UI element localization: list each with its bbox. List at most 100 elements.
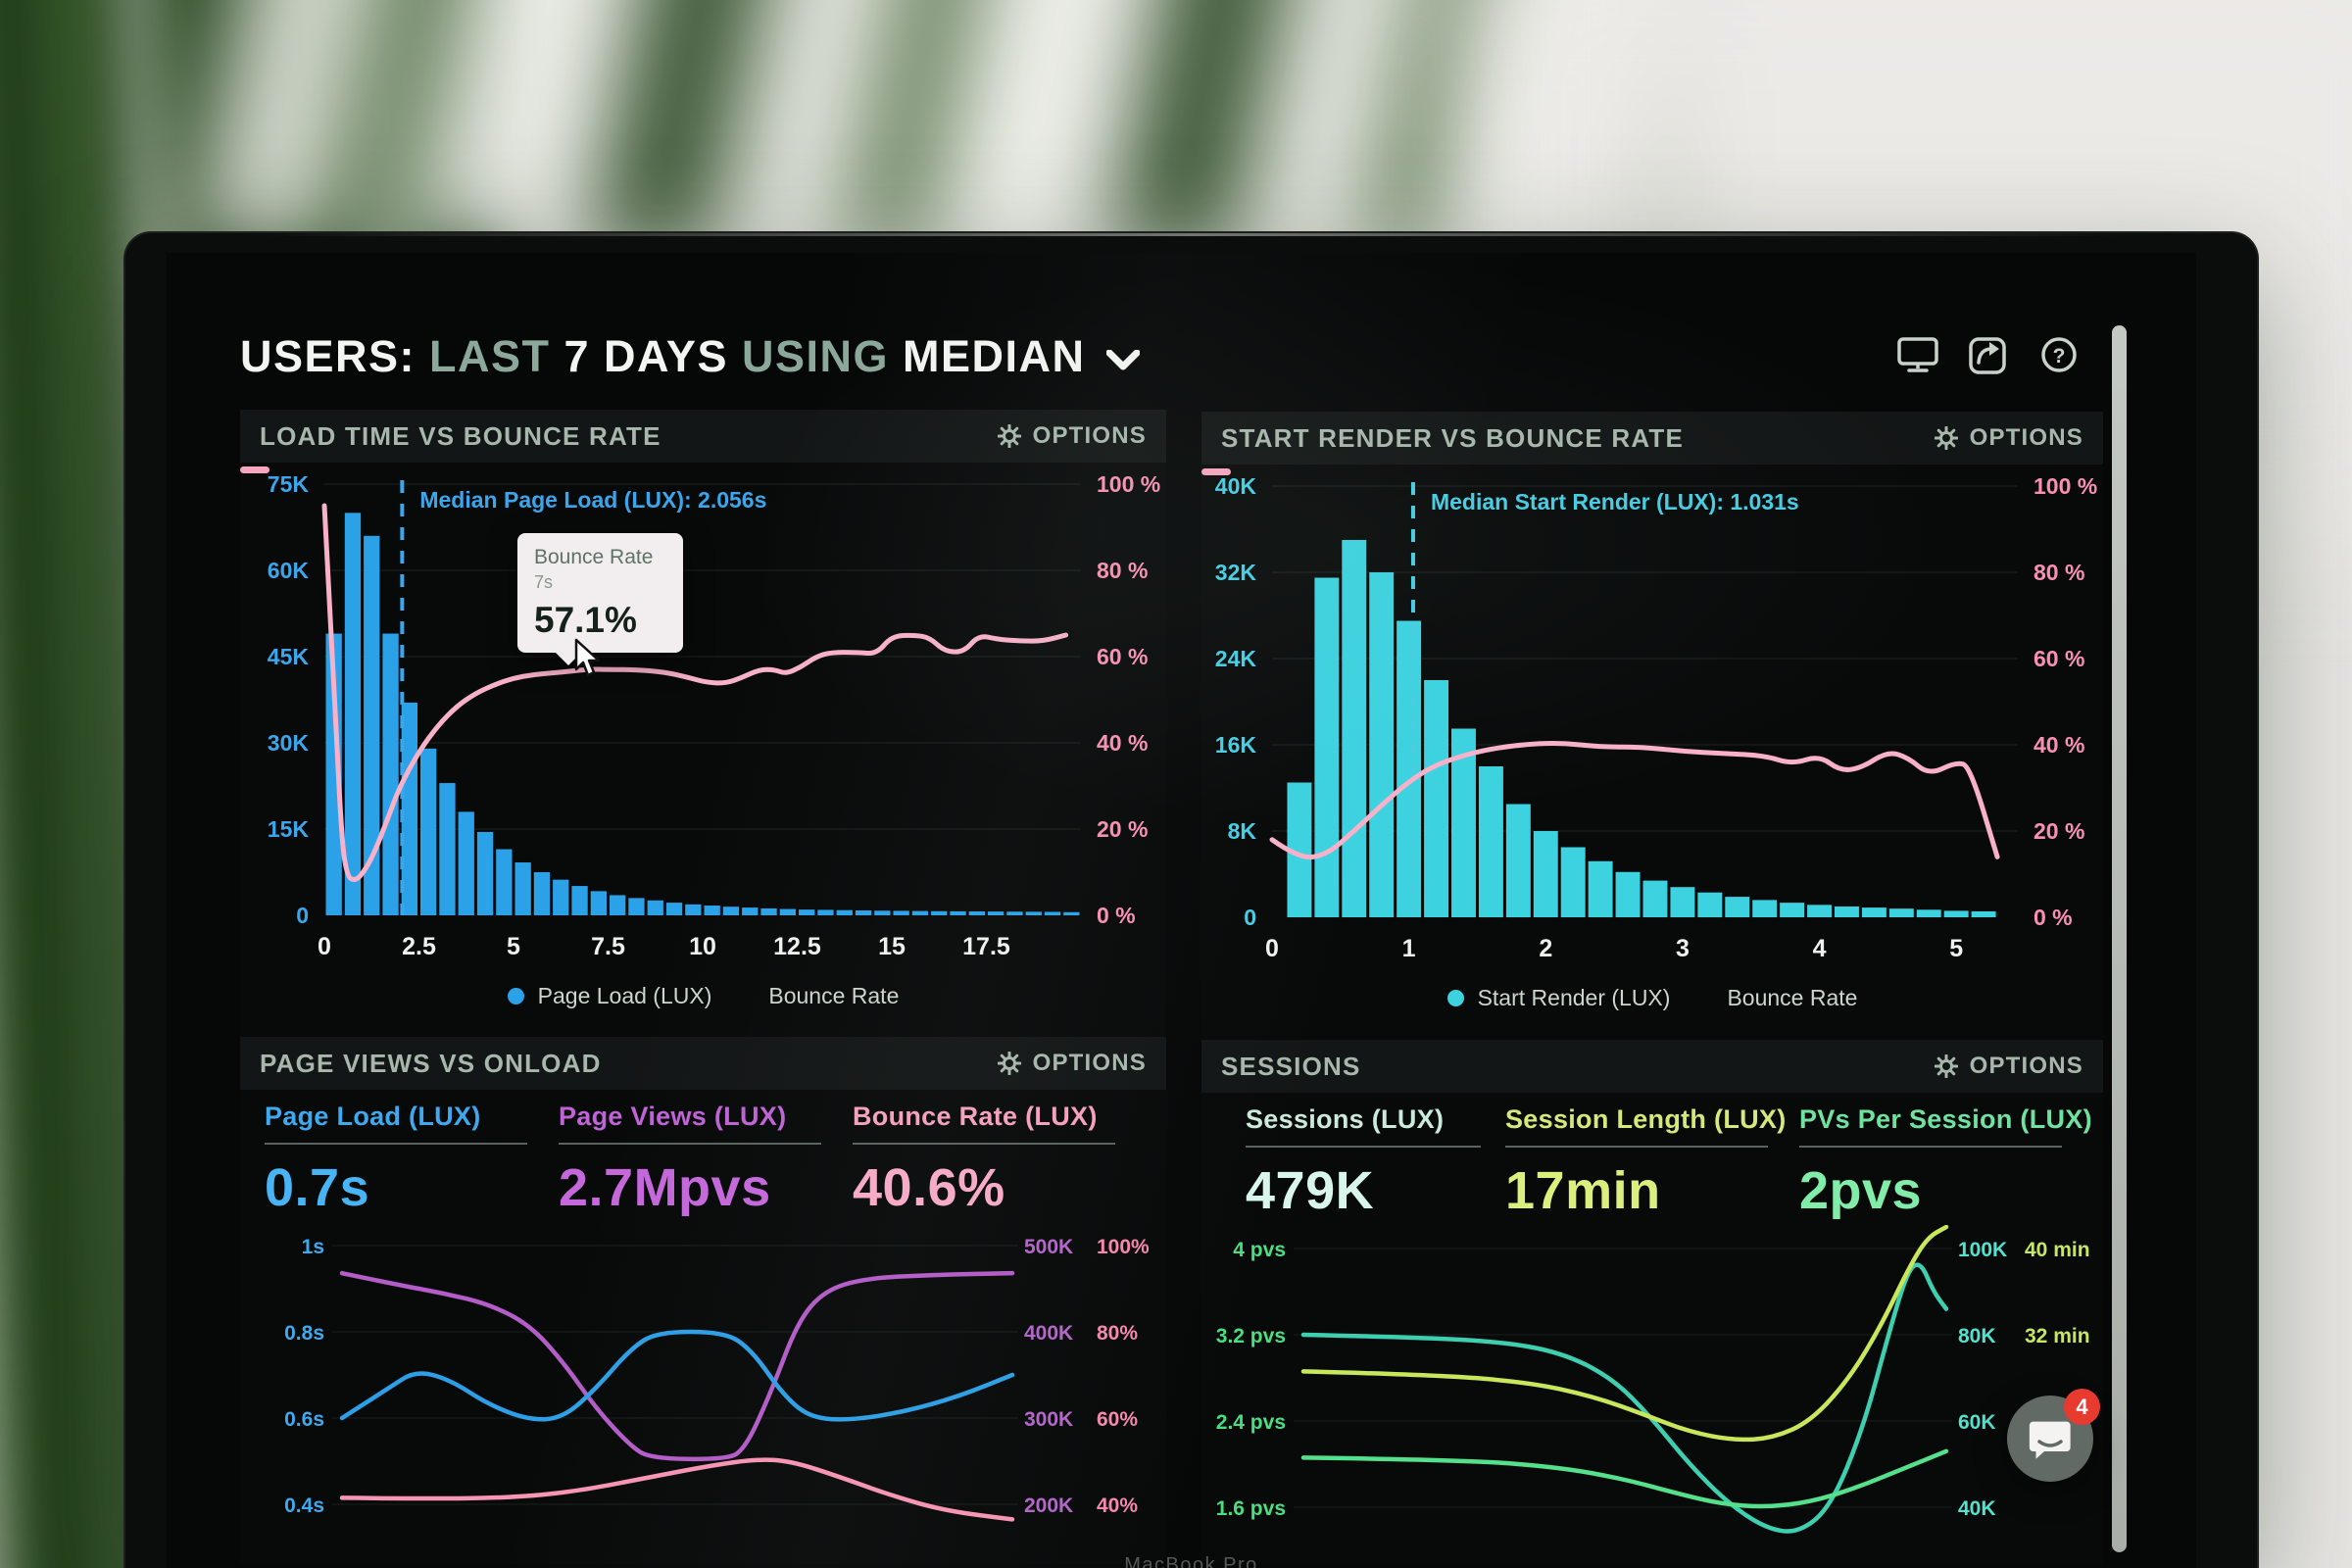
svg-text:40K: 40K (1215, 473, 1257, 499)
title-users: USERS: (240, 331, 416, 381)
options-button[interactable]: OPTIONS (1934, 1053, 2083, 1080)
bounce-rate-tooltip: Bounce Rate 7s 57.1% (517, 533, 683, 665)
svg-text:1: 1 (1402, 935, 1416, 962)
svg-text:4 pvs: 4 pvs (1233, 1239, 1286, 1261)
dashboard: USERS: LAST 7 DAYS USING MEDIAN (167, 253, 2196, 1568)
svg-text:17.5: 17.5 (962, 933, 1010, 960)
metric-value: 40.6% (853, 1158, 1005, 1217)
svg-text:200K: 200K (1024, 1494, 1073, 1517)
metric-page-views: Page Views (LUX) 2.7Mpvs (559, 1102, 853, 1218)
chart-legend: Start Render (LUX) Bounce Rate (1201, 468, 2103, 1011)
metric-value: 2pvs (1799, 1161, 1923, 1220)
metric-label: Bounce Rate (LUX) (853, 1102, 1098, 1131)
options-button[interactable]: OPTIONS (1934, 424, 2083, 452)
options-label: OPTIONS (1032, 422, 1147, 449)
chat-widget-button[interactable]: 4 (2007, 1389, 2100, 1482)
svg-text:32 min: 32 min (2025, 1325, 2090, 1348)
panel-sessions: SESSIONS OPTIONS (1201, 1040, 2103, 1564)
legend-item[interactable]: Page Load (LUX) (507, 983, 712, 1009)
panel-title: SESSIONS (1221, 1051, 1361, 1081)
sessions-metrics: Sessions (LUX) 479K Session Length (LUX)… (1201, 1093, 2103, 1221)
panel-page-views-header: PAGE VIEWS VS ONLOAD (240, 1037, 1166, 1090)
svg-text:45K: 45K (268, 644, 310, 669)
svg-text:5: 5 (507, 933, 520, 960)
metric-underline (1505, 1146, 1768, 1148)
title-last: LAST (429, 331, 551, 381)
metric-label: Page Load (LUX) (265, 1102, 481, 1131)
users-range-dropdown[interactable]: USERS: LAST 7 DAYS USING MEDIAN (240, 331, 1141, 382)
sessions-chart[interactable]: 4 pvs 100K 40 min 3.2 pvs 80K 32 min 2.4 pvs 60… (1201, 1224, 2103, 1542)
svg-text:3: 3 (1676, 935, 1690, 962)
svg-text:Median Page Load (LUX): 2.056s: Median Page Load (LUX): 2.056s (419, 487, 766, 513)
metric-label: Sessions (LUX) (1246, 1104, 1445, 1134)
svg-text:4: 4 (1813, 935, 1827, 962)
screen: USERS: LAST 7 DAYS USING MEDIAN (167, 253, 2196, 1568)
options-label: OPTIONS (1969, 424, 2083, 451)
svg-text:60K: 60K (1958, 1411, 1996, 1434)
svg-text:16K: 16K (1215, 732, 1257, 758)
panel-title: LOAD TIME VS BOUNCE RATE (260, 420, 662, 451)
metric-value: 17min (1505, 1161, 1661, 1220)
page-views-chart[interactable]: 1s 500K 100% 0.8s 400K 80% 0.6s 300K 60% 0.4s 200K… (240, 1222, 1166, 1539)
svg-text:3.2 pvs: 3.2 pvs (1216, 1325, 1286, 1348)
svg-text:1s: 1s (302, 1236, 324, 1258)
gear-icon (997, 424, 1021, 448)
svg-text:20 %: 20 % (2034, 818, 2084, 844)
tooltip-title: Bounce Rate (534, 546, 654, 568)
chat-bubble-icon (2029, 1421, 2071, 1459)
gear-icon (1934, 1054, 1958, 1078)
metric-value: 2.7Mpvs (559, 1158, 771, 1217)
metric-value: 479K (1246, 1161, 1375, 1220)
svg-text:40K: 40K (1958, 1497, 1996, 1520)
share-icon[interactable] (1967, 335, 2010, 374)
panel-title: START RENDER VS BOUNCE RATE (1221, 422, 1685, 453)
svg-text:0.8s: 0.8s (284, 1322, 324, 1345)
header-icons: ? (1896, 335, 2081, 374)
svg-text:400K: 400K (1024, 1322, 1073, 1345)
metric-underline (1799, 1146, 2062, 1148)
svg-text:?: ? (2053, 345, 2066, 368)
title-days: 7 DAYS (564, 331, 728, 381)
svg-text:100 %: 100 % (1097, 471, 1160, 497)
svg-text:20 %: 20 % (1097, 816, 1148, 842)
scrollbar[interactable] (2112, 325, 2127, 1552)
display-icon[interactable] (1896, 335, 1939, 374)
metric-pvs-per-session: PVs Per Session (LUX) 2pvs (1799, 1104, 2093, 1221)
svg-text:15K: 15K (268, 816, 310, 842)
legend-label: Start Render (LUX) (1477, 985, 1671, 1010)
svg-text:0 %: 0 % (1097, 903, 1136, 928)
mouse-cursor (574, 638, 601, 677)
metric-label: Page Views (LUX) (559, 1102, 787, 1131)
legend-label: Page Load (LUX) (537, 983, 712, 1008)
metric-underline (853, 1143, 1115, 1145)
page-views-metrics: Page Load (LUX) 0.7s Page Views (LUX) 2.… (240, 1090, 1166, 1218)
svg-text:2.5: 2.5 (402, 933, 436, 960)
svg-text:300K: 300K (1024, 1408, 1073, 1431)
options-button[interactable]: OPTIONS (997, 422, 1147, 450)
metric-bounce-rate: Bounce Rate (LUX) 40.6% (853, 1102, 1147, 1218)
legend-item[interactable]: Start Render (LUX) (1446, 985, 1671, 1011)
metric-underline (265, 1143, 527, 1145)
metric-label: Session Length (LUX) (1505, 1104, 1787, 1134)
tooltip-subtitle: 7s (534, 572, 554, 592)
legend-dash-swatch (1201, 468, 1231, 475)
svg-text:2.4 pvs: 2.4 pvs (1216, 1411, 1286, 1434)
title-median: MEDIAN (902, 331, 1086, 381)
legend-label: Bounce Rate (768, 983, 900, 1008)
load-time-chart[interactable]: 75K 100 % 60K 80 % 45K 60 % 30K 40 % 15K 20 % 0 0 %… (240, 466, 1166, 1009)
svg-text:0 %: 0 % (2034, 905, 2073, 930)
help-icon[interactable]: ? (2037, 335, 2081, 374)
svg-text:8K: 8K (1228, 818, 1257, 844)
svg-text:40 %: 40 % (2034, 732, 2084, 758)
options-button[interactable]: OPTIONS (997, 1050, 1147, 1077)
svg-text:0: 0 (318, 933, 331, 960)
legend-item[interactable]: Bounce Rate (240, 466, 900, 1009)
legend-item[interactable]: Bounce Rate (1201, 468, 1857, 1011)
panel-start-render-header: START RENDER VS BOUNCE RATE (1201, 412, 2103, 465)
svg-text:40%: 40% (1097, 1494, 1138, 1517)
svg-text:60 %: 60 % (1097, 644, 1148, 669)
start-render-chart[interactable]: 40K 100 % 32K 80 % 24K 60 % 16K 40 % 8K 20 % 0 0 % 0… (1201, 468, 2103, 1011)
svg-text:12.5: 12.5 (773, 933, 821, 960)
panel-start-render: START RENDER VS BOUNCE RATE (1201, 412, 2103, 1039)
svg-text:0: 0 (1244, 905, 1256, 930)
